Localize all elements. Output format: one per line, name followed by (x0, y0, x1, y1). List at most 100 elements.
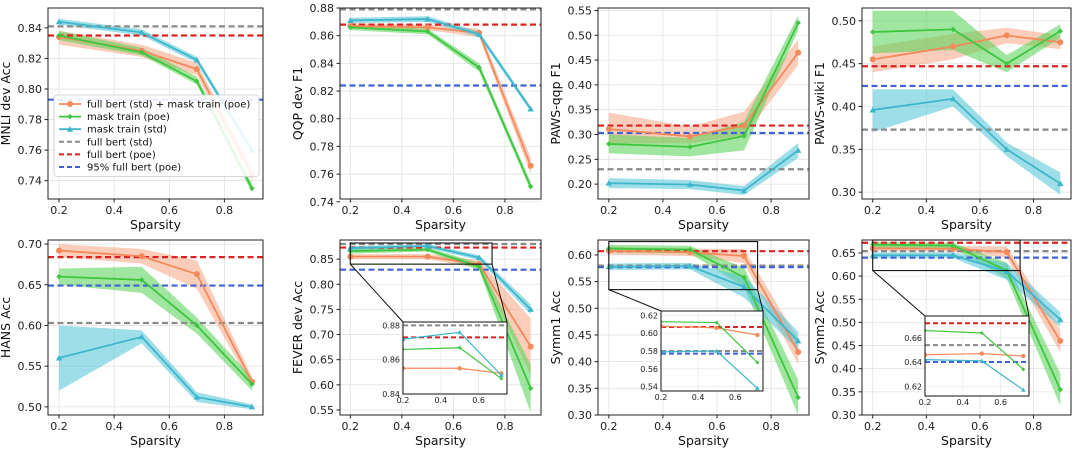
inset-ytick-label-1: 0.64 (904, 358, 922, 367)
point-mask-std-1 (949, 95, 957, 102)
point-mask-std-2 (193, 56, 200, 63)
xtick-label-2: 0.6 (971, 204, 989, 217)
xtick-label-2: 0.6 (971, 420, 989, 433)
ytick-label-6: 0.50 (568, 29, 593, 42)
xlabel-symm1: Sparsity (678, 433, 730, 448)
line-mask-poe (350, 26, 532, 187)
xlabel-qqp: Sparsity (415, 217, 467, 232)
ytick-label-0: 0.55 (310, 404, 335, 417)
legend-item-mask-std: mask train (std) (59, 125, 167, 136)
zoom-connector-right (1019, 270, 1030, 317)
point-mask-std-2 (193, 393, 200, 400)
ytick-label-0: 0.74 (310, 196, 335, 209)
point-mask-std-2 (740, 187, 748, 194)
ytick-label-0: 0.30 (832, 186, 857, 199)
point-mask-poe-2 (1003, 60, 1010, 67)
inset-xtick-label-1: 0.4 (956, 398, 969, 407)
inset-point-mask-std-0 (661, 349, 664, 354)
line-combo (608, 249, 799, 353)
grid-qqp (340, 7, 541, 203)
point-mask-poe-1 (950, 26, 956, 33)
point-mask-poe-1 (424, 246, 431, 253)
ytick-label-6: 0.60 (832, 270, 857, 283)
point-combo-1 (950, 245, 957, 252)
xlabel-symm2: Sparsity (941, 433, 993, 448)
band-mask_std (608, 142, 799, 196)
legend-item-full-std: full bert (std) (59, 137, 153, 148)
point-mask-poe-3 (795, 20, 801, 26)
chart-panel-paws_qqp: 0.2 0.4 0.6 0.8 0.20 0.25 0.30 0.35 0.40 0.45 0.50… (548, 4, 810, 232)
line-mask-std (608, 149, 799, 192)
point-mask-poe-2 (194, 322, 200, 329)
inset-symm1: 0.2 0.4 0.6 0.54 0.56 0.58 0.60 0.62 (608, 241, 764, 402)
line-mask-std (608, 265, 799, 342)
xtick-label-2: 0.6 (708, 204, 726, 217)
xtick-label-2: 0.6 (708, 420, 726, 433)
zoom-rect (872, 239, 1021, 272)
inset-point-combo-2 (755, 332, 760, 338)
point-combo-2 (193, 271, 200, 278)
inset-ytick-label-0: 0.62 (904, 382, 922, 391)
line-mask-std (58, 335, 253, 408)
line-mask-poe (608, 22, 799, 148)
inset-point-mask-std-0 (925, 357, 928, 362)
ylabel-symm2: Symm2 Acc (812, 291, 827, 365)
inset-background (925, 316, 1029, 396)
band-mask_std (872, 252, 1061, 328)
point-mask-poe-2 (476, 263, 482, 270)
ytick-label-5: 0.80 (310, 278, 335, 291)
xtick-label-1: 0.4 (654, 420, 672, 433)
zoom-connector-left (608, 289, 662, 312)
zoom-rect (608, 241, 759, 291)
point-mask-poe-1 (950, 242, 956, 249)
legend-item-mask-poe: mask train (poe) (59, 112, 170, 123)
inset-background (403, 322, 507, 394)
inset-point-mask-poe-1 (714, 320, 719, 325)
plot-area-hans (48, 244, 263, 410)
ytick-label-5: 0.45 (568, 54, 593, 67)
ylabel-qqp: QQP dev F1 (290, 67, 305, 140)
point-mask-poe-1 (139, 49, 145, 56)
point-combo-0 (869, 56, 876, 63)
xlabel-mnli: Sparsity (130, 217, 182, 232)
zoom-connector-right (491, 264, 508, 323)
zoom-connector-left (872, 270, 926, 317)
legend-label: 95% full bert (poe) (87, 163, 181, 174)
point-mask-poe-1 (687, 144, 693, 150)
point-combo-3 (527, 343, 534, 350)
xtick-label-1: 0.4 (105, 420, 123, 433)
point-mask-std-3 (795, 337, 802, 344)
point-combo-3 (795, 49, 802, 56)
point-mask-std-3 (248, 403, 256, 410)
point-mask-poe-0 (56, 32, 62, 39)
inset-point-mask-poe-2 (1021, 367, 1026, 372)
legend-label: full bert (poe) (87, 150, 156, 161)
xtick-label-3: 0.8 (216, 204, 234, 217)
xtick-label-0: 0.2 (600, 204, 618, 217)
point-mask-std-0 (347, 17, 354, 23)
point-mask-std-3 (795, 147, 802, 153)
band-mask_std (608, 262, 799, 350)
point-mask-poe-3 (249, 185, 255, 192)
point-combo-2 (1003, 32, 1010, 39)
ytick-label-4: 0.82 (310, 85, 335, 98)
ytick-label-2: 0.40 (832, 100, 857, 113)
legend-item-full-poe: full bert (poe) (59, 150, 156, 161)
line-combo (872, 34, 1061, 61)
legend-swatch-marker (67, 101, 73, 107)
inset-point-combo-1 (714, 325, 719, 331)
inset-ytick-label-0: 0.54 (640, 383, 658, 392)
legend-label: mask train (poe) (87, 112, 170, 123)
xlabel-fever: Sparsity (415, 433, 467, 448)
plot-area-paws_wiki (862, 10, 1071, 195)
ytick-label-2: 0.65 (310, 354, 335, 367)
legend-label: mask train (std) (87, 125, 167, 136)
inset-point-mask-std-2 (1021, 387, 1026, 392)
inset-xtick-label-2: 0.6 (472, 396, 485, 405)
frame-hans (47, 239, 264, 416)
line-mask-poe (608, 247, 800, 398)
ytick-label-3: 0.80 (310, 113, 335, 126)
point-combo-1 (424, 253, 431, 260)
ytick-label-2: 0.78 (310, 140, 335, 153)
frame-qqp (339, 7, 542, 200)
